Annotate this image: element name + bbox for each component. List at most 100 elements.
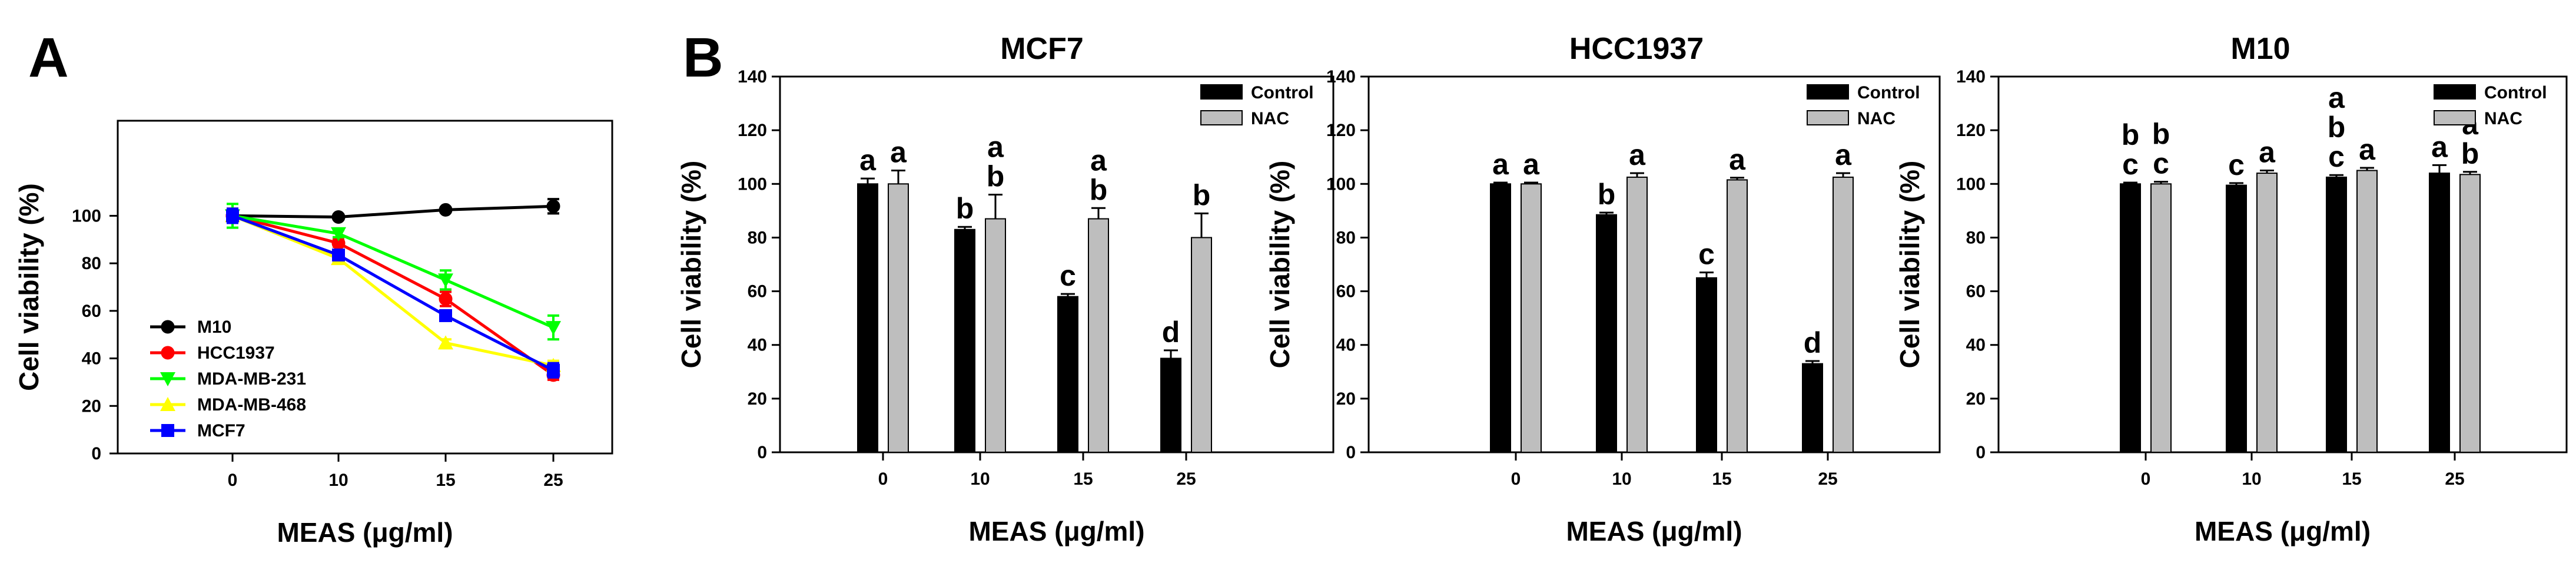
panel-b-hcc1937-nac-significance-label: a	[1835, 138, 1852, 171]
legend-a-mda-mb-468-marker	[160, 397, 175, 411]
panel-b-hcc1937-legend-nac-label: NAC	[1857, 109, 1896, 128]
panel-b-hcc1937-control-significance-label: a	[1492, 148, 1509, 181]
panel-b-m10-y-tick-label: 80	[1966, 228, 1986, 247]
panel-a-x-tick-label: 25	[543, 471, 563, 490]
panel-b-m10-plot-frame	[1997, 75, 2568, 453]
panel-b-hcc1937-y-tick-label: 0	[1346, 443, 1356, 462]
panel-b-m10-nac-significance-label: b	[2152, 118, 2170, 151]
legend-a-mcf7-marker	[161, 424, 174, 437]
legend-a-mda-mb-231-marker	[160, 372, 175, 386]
panel-b-mcf7-nac-bar	[1191, 237, 1212, 453]
panel-a-m10-point	[331, 210, 346, 224]
panel-b-hcc1937-control-bar	[1802, 363, 1823, 453]
panel-a-y-tick-label: 80	[82, 254, 101, 273]
panel-b-hcc1937-control-bar	[1596, 214, 1617, 453]
panel-b-m10-control-bar	[2226, 184, 2247, 453]
panel-a-x-axis-title: MEAS (μg/ml)	[277, 517, 453, 548]
panel-b-m10-y-tick-label: 120	[1956, 121, 1986, 140]
panel-b-hcc1937-legend-nac-swatch	[1807, 110, 1849, 125]
legend-a-hcc1937-label: HCC1937	[197, 343, 275, 363]
panel-a-y-tick-label: 40	[82, 349, 101, 369]
panel-b-m10-y-tick-label: 140	[1956, 67, 1986, 87]
panel-b-m10-legend-nac-label: NAC	[2484, 109, 2522, 128]
panel-a-mda-mb-231-point	[331, 227, 346, 241]
panel-b-hcc1937-nac-significance-label: a	[1629, 138, 1646, 171]
panel-b-hcc1937-control-bar	[1696, 277, 1717, 453]
panel-b-hcc1937-nac-bar	[1521, 183, 1542, 453]
panel-a-mda-mb-468-line	[232, 214, 554, 367]
legend-a-mda-mb-468-label: MDA-MB-468	[197, 395, 306, 415]
panel-b-hcc1937-y-tick-label: 120	[1326, 121, 1356, 140]
panel-b-m10-nac-bar	[2459, 174, 2481, 453]
panel-b-hcc1937-y-tick-label: 140	[1326, 67, 1356, 87]
panel-b-m10-y-tick-label: 60	[1966, 282, 1986, 302]
panel-b-m10-legend-control-label: Control	[2484, 83, 2547, 102]
panel-b-hcc1937-nac-bar	[1727, 179, 1748, 453]
panel-b-hcc1937-y-tick-label: 20	[1336, 389, 1356, 409]
legend-a-mda-mb-231-label: MDA-MB-231	[197, 369, 306, 389]
panel-a-mda-mb-468-point	[438, 335, 453, 350]
legend-a-m10-marker	[161, 320, 175, 334]
panel-b-mcf7-y-tick-label: 120	[738, 121, 767, 140]
panel-b-m10-nac-bar	[2150, 183, 2172, 453]
panel-b-mcf7-nac-bar	[1088, 218, 1109, 453]
panel-a-mda-mb-231-point	[438, 273, 453, 288]
panel-b-m10-nac-significance-label: a	[2359, 133, 2376, 166]
panel-a-m10-point	[546, 199, 560, 213]
panel-b-mcf7-legend-nac-swatch	[1200, 110, 1243, 125]
panel-b-mcf7-control-significance-label: d	[1162, 316, 1180, 349]
panel-b-hcc1937-control-significance-label: c	[1698, 238, 1715, 271]
panel-b-m10-x-axis-title: MEAS (μg/ml)	[2195, 516, 2371, 547]
panel-a-mcf7-line	[232, 214, 555, 372]
panel-a-hcc1937-line	[232, 214, 555, 376]
panel-a-y-tick-label: 0	[91, 444, 101, 463]
panel-b-mcf7-x-tick-label: 0	[878, 469, 888, 489]
panel-b-m10-control-significance-label: c	[2122, 148, 2139, 181]
panel-a-m10-line	[232, 204, 554, 218]
panel-a-x-tick-label: 0	[228, 471, 238, 490]
panel-b-m10-x-tick-label: 10	[2242, 469, 2261, 489]
panel-b-hcc1937-y-axis-title: Cell viability (%)	[1264, 161, 1295, 369]
panel-b-hcc1937-y-tick-label: 60	[1336, 282, 1356, 302]
panel-b-mcf7-control-bar	[1160, 357, 1181, 453]
panel-b-mcf7-legend-nac-label: NAC	[1251, 109, 1289, 128]
panel-b-m10-nac-significance-label: c	[2153, 147, 2169, 180]
panel-b-m10-y-tick-label: 20	[1966, 389, 1986, 409]
panel-b-hcc1937-x-axis-title: MEAS (μg/ml)	[1566, 516, 1742, 547]
panel-b-m10-nac-bar	[2356, 170, 2378, 453]
panel-b-mcf7-y-tick-label: 40	[748, 336, 767, 355]
panel-b-mcf7-legend-control-label: Control	[1251, 83, 1314, 102]
panel-b-mcf7-nac-bar	[888, 183, 909, 453]
panel-b-mcf7-plot-frame	[779, 75, 1335, 453]
panel-b-mcf7-nac-bar	[985, 218, 1006, 453]
panel-b-hcc1937-y-tick-label: 80	[1336, 228, 1356, 247]
panel-b-mcf7-y-tick-label: 60	[748, 282, 767, 302]
panel-b-mcf7-title: MCF7	[1000, 32, 1084, 66]
panel-b-hcc1937-title: HCC1937	[1569, 32, 1704, 66]
panel-a-plot-frame	[117, 120, 613, 455]
panel-b-hcc1937-nac-significance-label: a	[1729, 143, 1746, 176]
panel-a-mcf7-point	[332, 249, 345, 262]
panel-b-mcf7-y-tick-label: 0	[757, 443, 767, 462]
panel-b-hcc1937-control-significance-label: b	[1598, 178, 1616, 211]
panel-a-mcf7-point	[439, 309, 452, 322]
panel-b-hcc1937-control-bar	[1490, 183, 1511, 453]
panel-b-mcf7-nac-significance-label: b	[1193, 178, 1211, 211]
panel-b-hcc1937-x-tick-label: 15	[1712, 469, 1731, 489]
panel-b-mcf7-y-axis-title: Cell viability (%)	[676, 161, 706, 369]
panel-b-m10-control-significance-label: b	[2122, 118, 2140, 151]
panel-b-hcc1937-x-tick-label: 10	[1612, 469, 1631, 489]
panel-a-y-tick-label: 60	[82, 302, 101, 321]
panel-b-mcf7-nac-significance-label: b	[1090, 173, 1108, 206]
panel-b-mcf7-control-significance-label: b	[956, 192, 974, 225]
panel-b-m10-control-significance-label: a	[2328, 81, 2345, 114]
panel-b-mcf7-legend-control-swatch	[1200, 84, 1243, 100]
panel-b-m10-control-bar	[2429, 173, 2450, 453]
panel-a-mda-mb-231-line	[232, 214, 555, 329]
panel-b-m10-control-significance-label: a	[2431, 130, 2448, 163]
panel-b-m10-x-tick-label: 25	[2445, 469, 2464, 489]
panel-a-y-tick-label: 20	[82, 396, 101, 416]
panel-b-mcf7-x-tick-label: 25	[1176, 469, 1196, 489]
panel-b-m10-y-tick-label: 40	[1966, 336, 1986, 355]
